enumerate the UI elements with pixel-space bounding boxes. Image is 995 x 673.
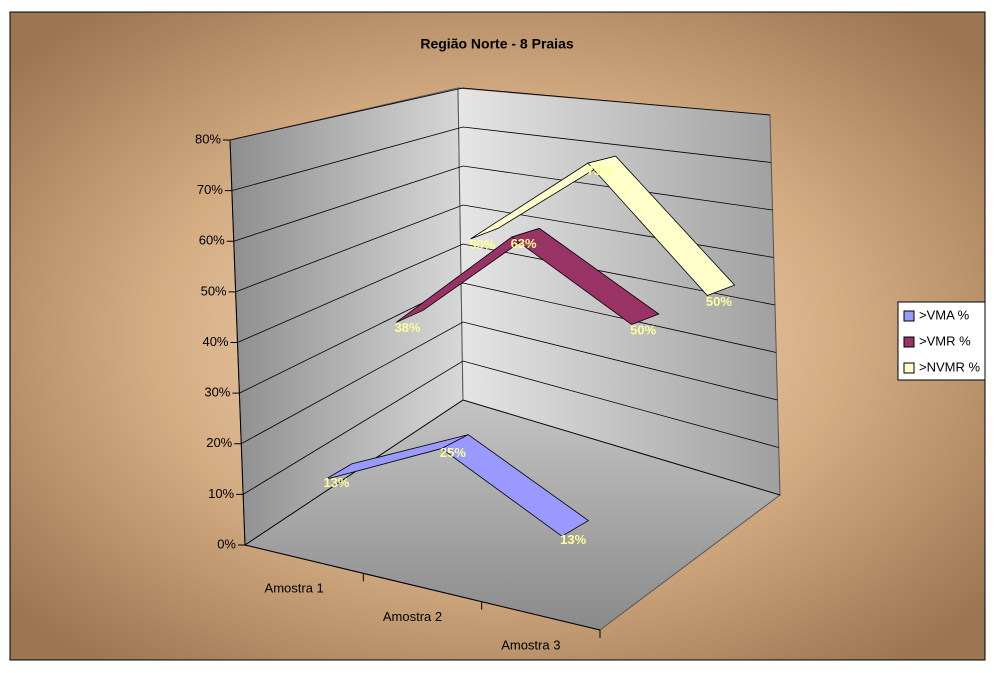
grid-line xyxy=(239,282,777,394)
data-label: 50% xyxy=(469,237,495,252)
ribbon xyxy=(510,227,660,325)
legend-swatch xyxy=(903,310,915,322)
x-tick-label: Amostra 2 xyxy=(383,609,442,624)
x-tick-label: Amostra 1 xyxy=(265,581,324,596)
data-label: 25% xyxy=(440,445,466,460)
legend-label: >VMR % xyxy=(919,333,971,348)
grid-line xyxy=(241,321,778,445)
x-axis xyxy=(244,544,601,631)
chart-title: Região Norte - 8 Praias xyxy=(420,36,573,52)
ribbon xyxy=(587,155,736,296)
grid-line xyxy=(231,126,772,192)
y-tick-label: 30% xyxy=(204,385,230,400)
data-label: 13% xyxy=(323,475,349,490)
legend-label: >NVMR % xyxy=(919,359,980,374)
grid-line xyxy=(229,87,771,141)
legend-swatch xyxy=(903,336,915,348)
data-label: 50% xyxy=(630,323,656,338)
y-tick-label: 60% xyxy=(199,233,225,248)
y-tick-label: 20% xyxy=(206,435,232,450)
legend-swatch xyxy=(903,362,915,374)
legend-label: >VMA % xyxy=(919,307,970,322)
x-tick-label: Amostra 3 xyxy=(501,637,560,652)
data-label: 38% xyxy=(395,320,421,335)
ribbon xyxy=(440,434,590,537)
y-tick-label: 40% xyxy=(202,334,228,349)
data-label: 63% xyxy=(511,236,537,251)
y-axis xyxy=(229,139,246,546)
y-tick-label: 70% xyxy=(197,182,223,197)
data-label: 50% xyxy=(706,294,732,309)
y-tick-label: 80% xyxy=(195,131,221,146)
grid-line xyxy=(242,360,779,495)
grid-line xyxy=(244,399,781,546)
y-tick-label: 0% xyxy=(217,536,236,551)
y-tick-label: 50% xyxy=(201,283,227,298)
grid-line xyxy=(233,165,773,242)
y-tick-label: 10% xyxy=(208,486,234,501)
data-label: 13% xyxy=(560,532,586,547)
data-label: 75% xyxy=(587,163,613,178)
grid-line xyxy=(237,243,776,343)
